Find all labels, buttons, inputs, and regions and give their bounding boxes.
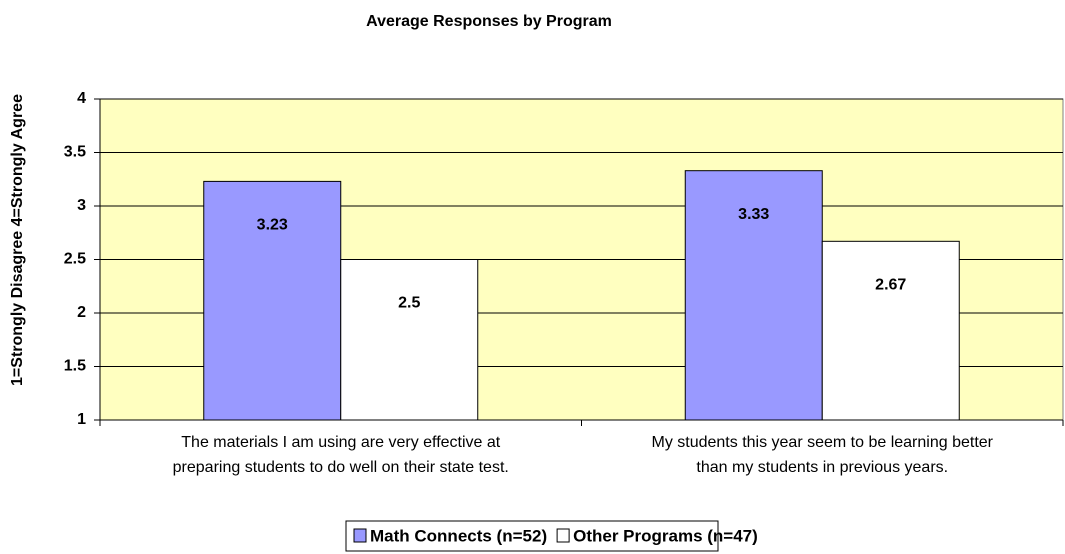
x-tick-label: preparing students to do well on their s… <box>173 459 509 476</box>
bar <box>203 180 342 421</box>
y-tick-label: 2 <box>77 304 86 321</box>
value-label: 3.33 <box>738 206 769 223</box>
value-label: 2.67 <box>875 277 906 294</box>
legend-box <box>345 520 719 552</box>
y-tick-label: 3.5 <box>64 144 86 161</box>
y-tick-label: 1.5 <box>64 358 86 375</box>
legend-label: Other Programs (n=47) <box>573 526 758 545</box>
value-label: 3.23 <box>257 217 288 234</box>
x-tick-label: The materials I am using are very effect… <box>181 434 501 451</box>
bar <box>684 170 823 421</box>
x-tick-label: than my students in previous years. <box>696 459 948 476</box>
legend-label: Math Connects (n=52) <box>370 526 547 545</box>
legend-swatch <box>556 528 570 543</box>
chart-title: Average Responses by Program <box>366 13 612 30</box>
y-tick-label: 1 <box>77 411 86 428</box>
bar <box>821 240 960 421</box>
y-tick-label: 4 <box>77 90 86 107</box>
value-label: 2.5 <box>398 295 420 312</box>
x-tick-label: My students this year seem to be learnin… <box>651 434 993 451</box>
legend-swatch <box>353 528 367 543</box>
y-axis-label: 1=Strongly Disagree 4=Strongly Agree <box>9 94 26 386</box>
y-tick-label: 3 <box>77 197 86 214</box>
bar <box>340 259 479 421</box>
y-tick-label: 2.5 <box>64 251 86 268</box>
